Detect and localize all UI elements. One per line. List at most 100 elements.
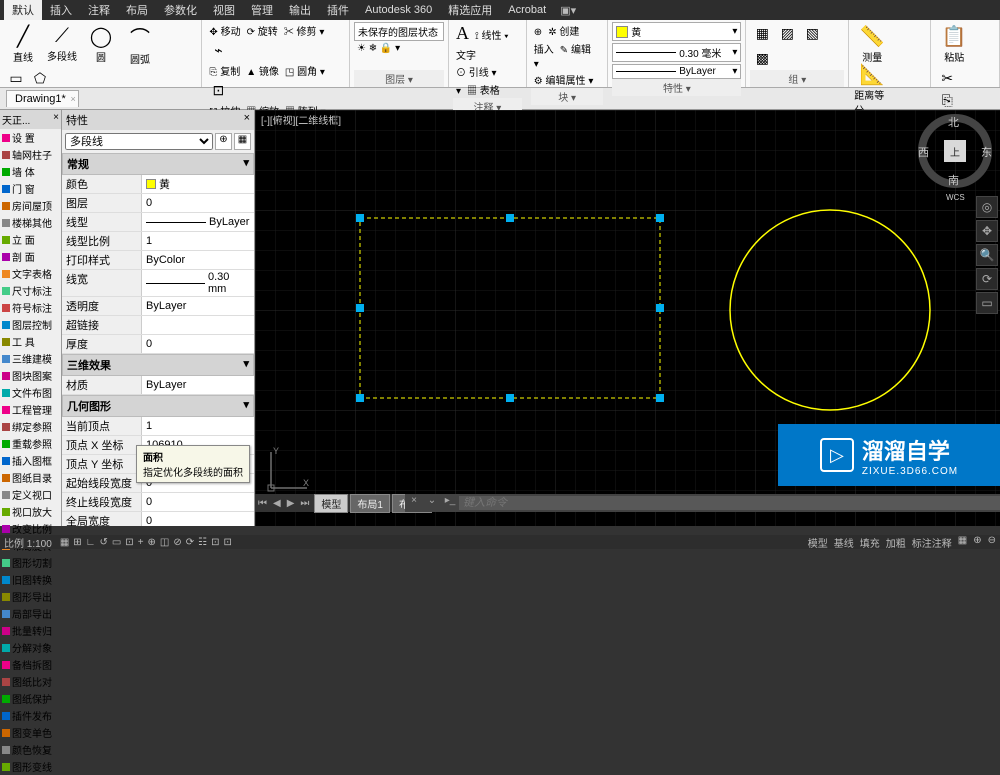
left-item-17[interactable]: 绑定参照 bbox=[0, 418, 61, 435]
tool-draw-1[interactable]: ▭ bbox=[4, 67, 28, 89]
close-icon[interactable]: × bbox=[70, 94, 75, 104]
tool-create-block[interactable]: ✲ 创建 bbox=[545, 22, 582, 39]
ribbon-extra-icon[interactable]: ▣▾ bbox=[560, 4, 576, 17]
menu-tab-layout[interactable]: 布局 bbox=[118, 0, 156, 20]
menu-tab-parametric[interactable]: 参数化 bbox=[156, 0, 205, 20]
tool-move[interactable]: ✥ 移动 bbox=[206, 22, 243, 39]
drawing-canvas[interactable]: [-][俯视][二维线框] Y X 上 北 南 东 西 WCS bbox=[255, 110, 1000, 526]
viewcube[interactable]: 上 北 南 东 西 WCS bbox=[918, 114, 992, 188]
nav-showmotion-icon[interactable]: ▭ bbox=[976, 292, 998, 314]
left-item-32[interactable]: 图纸比对 bbox=[0, 673, 61, 690]
left-item-35[interactable]: 图变单色 bbox=[0, 724, 61, 741]
left-item-8[interactable]: 文字表格 bbox=[0, 265, 61, 282]
tool-insert-block[interactable]: ⊕ bbox=[531, 26, 545, 39]
prop-value[interactable]: 黄 bbox=[142, 175, 254, 193]
status-toggle-13[interactable]: ⊡ bbox=[224, 537, 232, 548]
left-item-27[interactable]: 图形导出 bbox=[0, 588, 61, 605]
prop-row[interactable]: 当前顶点1 bbox=[62, 417, 254, 436]
status-toggle-1[interactable]: ⊞ bbox=[73, 537, 81, 548]
prop-row[interactable]: 线型比例1 bbox=[62, 232, 254, 251]
layout1-tab[interactable]: 布局1 bbox=[350, 494, 390, 513]
linetype-dropdown[interactable]: ByLayer▾ bbox=[612, 64, 741, 79]
status-toggle-2[interactable]: ∟ bbox=[86, 537, 96, 548]
prop-value[interactable]: 1 bbox=[142, 417, 254, 435]
layer-state-dropdown[interactable]: 未保存的图层状态 bbox=[354, 22, 444, 41]
viewcube-top[interactable]: 上 bbox=[944, 140, 966, 162]
status-right-4[interactable]: 标注注释 bbox=[912, 535, 952, 550]
left-item-10[interactable]: 符号标注 bbox=[0, 299, 61, 316]
tool-edit-block[interactable]: ✎ 编辑 bbox=[557, 40, 594, 57]
left-item-13[interactable]: 三维建模 bbox=[0, 350, 61, 367]
left-item-29[interactable]: 批量转归 bbox=[0, 622, 61, 639]
tool-arc[interactable]: ⌒圆弧 bbox=[121, 22, 159, 66]
menu-tab-manage[interactable]: 管理 bbox=[243, 0, 281, 20]
status-toggle-9[interactable]: ⊘ bbox=[173, 537, 181, 548]
status-toggle-6[interactable]: + bbox=[138, 537, 144, 548]
left-item-37[interactable]: 图形变线 bbox=[0, 758, 61, 775]
left-item-11[interactable]: 图层控制 bbox=[0, 316, 61, 333]
close-icon[interactable]: × bbox=[53, 112, 59, 127]
scroll-first-icon[interactable]: ⏮ bbox=[255, 498, 270, 509]
tool-copy-clip[interactable]: ⎘ bbox=[935, 89, 959, 111]
prop-row[interactable]: 线型ByLayer bbox=[62, 213, 254, 232]
status-toggle-11[interactable]: ☷ bbox=[198, 537, 207, 548]
menu-tab-output[interactable]: 输出 bbox=[281, 0, 319, 20]
left-item-33[interactable]: 图纸保护 bbox=[0, 690, 61, 707]
tool-circle[interactable]: ◯圆 bbox=[82, 22, 120, 66]
viewcube-wcs[interactable]: WCS bbox=[946, 193, 965, 202]
left-item-28[interactable]: 局部导出 bbox=[0, 605, 61, 622]
tool-draw-2[interactable]: ⬠ bbox=[28, 67, 52, 89]
left-item-30[interactable]: 分解对象 bbox=[0, 639, 61, 656]
viewcube-east[interactable]: 东 bbox=[981, 144, 992, 160]
menu-tab-a360[interactable]: Autodesk 360 bbox=[357, 2, 440, 18]
tool-insert-arrow[interactable]: ▾ bbox=[531, 58, 542, 71]
status-right-1[interactable]: 基线 bbox=[834, 535, 854, 550]
left-item-6[interactable]: 立 面 bbox=[0, 231, 61, 248]
status-right-6[interactable]: ⊕ bbox=[973, 535, 981, 550]
tool-copy[interactable]: ⎘ 复制 bbox=[206, 62, 243, 79]
prop-row[interactable]: 终止线段宽度0 bbox=[62, 493, 254, 512]
grip-handle[interactable] bbox=[356, 214, 364, 222]
menu-tab-acrobat[interactable]: Acrobat bbox=[500, 2, 554, 18]
tool-group-1[interactable]: ▦ bbox=[750, 23, 774, 45]
tool-polyline[interactable]: ⟋多段线 bbox=[43, 22, 81, 66]
left-item-26[interactable]: 旧图转换 bbox=[0, 571, 61, 588]
status-toggle-4[interactable]: ▭ bbox=[112, 537, 121, 548]
tool-divide[interactable]: 📐距离等分 bbox=[853, 67, 891, 111]
object-type-select[interactable]: 多段线 bbox=[65, 133, 213, 150]
status-right-7[interactable]: ⊖ bbox=[988, 535, 996, 550]
prop-row[interactable]: 超链接 bbox=[62, 316, 254, 335]
nav-pan-icon[interactable]: ✥ bbox=[976, 220, 998, 242]
color-dropdown[interactable]: 黄▾ bbox=[612, 22, 741, 41]
prop-row[interactable]: 颜色黄 bbox=[62, 175, 254, 194]
close-icon[interactable]: × bbox=[244, 112, 250, 128]
menu-tab-annotate[interactable]: 注释 bbox=[80, 0, 118, 20]
left-item-16[interactable]: 工程管理 bbox=[0, 401, 61, 418]
tool-text-label[interactable]: 文字 bbox=[453, 46, 479, 63]
left-item-20[interactable]: 图纸目录 bbox=[0, 469, 61, 486]
tool-mod-b[interactable]: ⊡ bbox=[206, 79, 230, 101]
left-item-36[interactable]: 颜色恢复 bbox=[0, 741, 61, 758]
tool-edit-attrib[interactable]: ⚙ 编辑属性 ▾ bbox=[531, 71, 597, 88]
status-toggle-7[interactable]: ⊕ bbox=[148, 537, 156, 548]
status-right-5[interactable]: ▦ bbox=[958, 535, 967, 550]
tool-paste[interactable]: 📋粘贴 bbox=[935, 22, 973, 66]
tool-text-arrow[interactable]: ▾ bbox=[453, 85, 464, 98]
prop-value[interactable]: 1 bbox=[142, 232, 254, 250]
prop-value[interactable]: 0 bbox=[142, 335, 254, 353]
tool-trim[interactable]: ✂ 修剪 ▾ bbox=[281, 22, 328, 39]
prop-section-0[interactable]: 常规▾ bbox=[62, 153, 254, 175]
left-item-18[interactable]: 重载参照 bbox=[0, 435, 61, 452]
nav-zoom-icon[interactable]: 🔍 bbox=[976, 244, 998, 266]
prop-section-1[interactable]: 三维效果▾ bbox=[62, 354, 254, 376]
prop-row[interactable]: 打印样式ByColor bbox=[62, 251, 254, 270]
tool-table[interactable]: ▦ 表格 bbox=[464, 81, 503, 98]
prop-value[interactable]: ByLayer bbox=[142, 297, 254, 315]
left-item-34[interactable]: 插件发布 bbox=[0, 707, 61, 724]
quick-select-icon[interactable]: ⊕ bbox=[215, 133, 232, 150]
left-item-0[interactable]: 设 置 bbox=[0, 129, 61, 146]
status-right-3[interactable]: 加粗 bbox=[886, 535, 906, 550]
prop-value[interactable]: 0 bbox=[142, 194, 254, 212]
left-item-12[interactable]: 工 具 bbox=[0, 333, 61, 350]
tool-leader[interactable]: ⊙ 引线 ▾ bbox=[453, 63, 500, 80]
